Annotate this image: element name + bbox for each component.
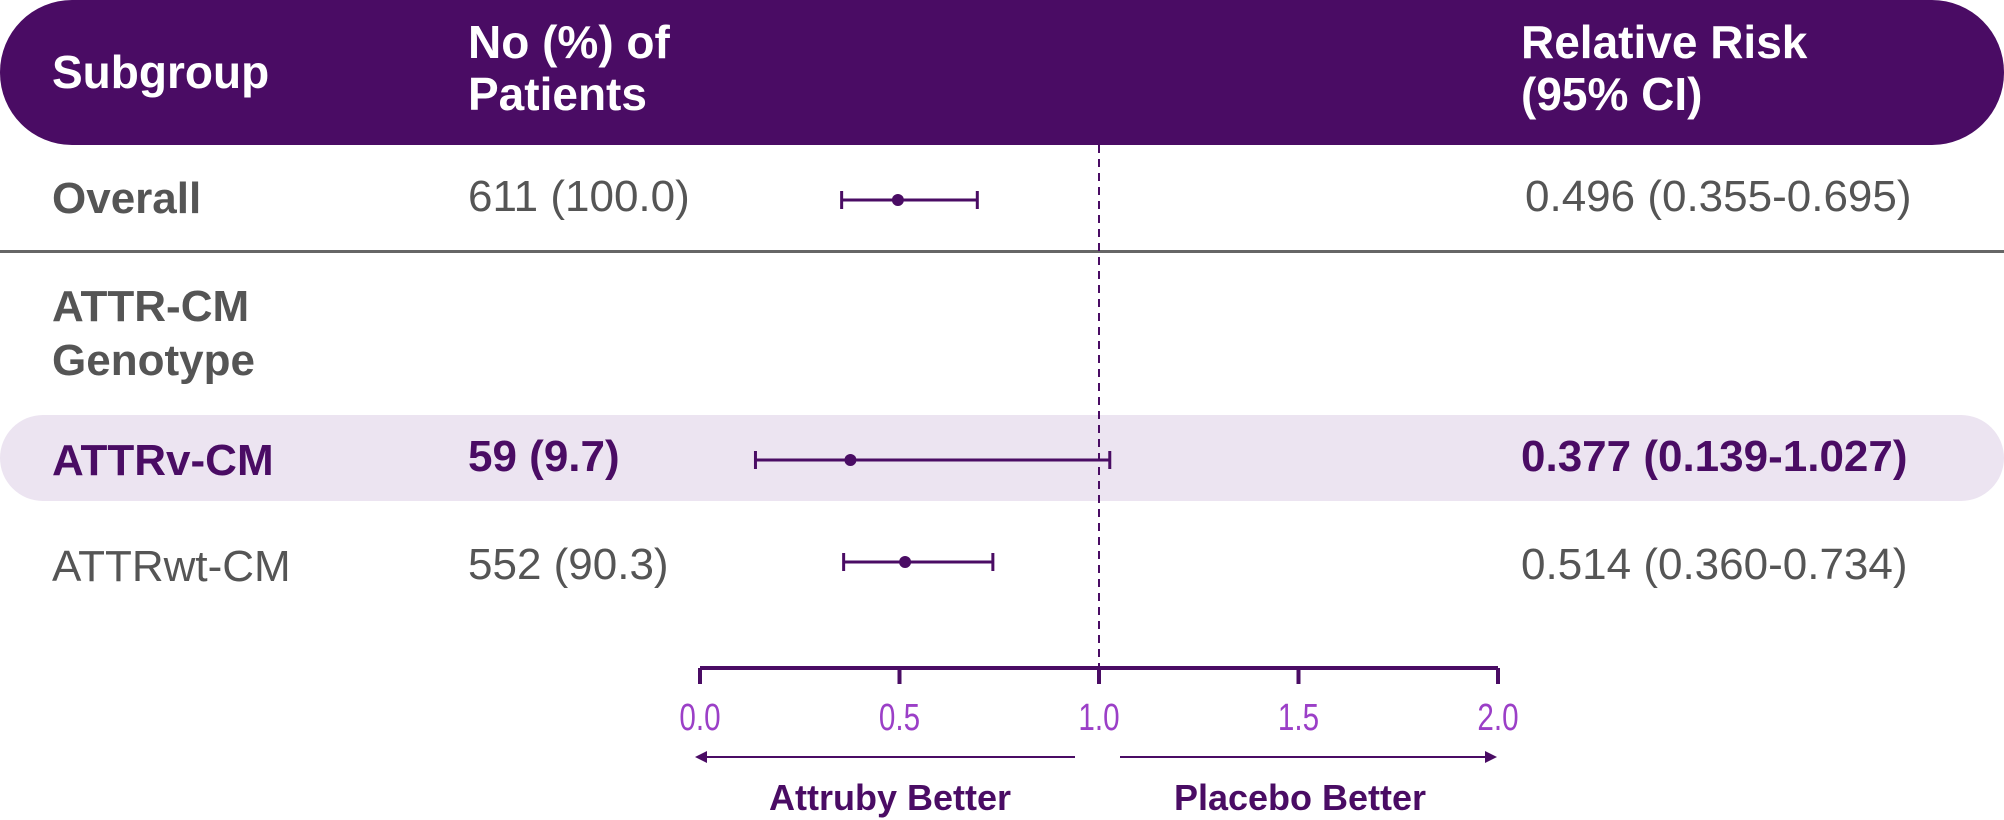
row-overall-patients: 611 (100.0) [468, 172, 690, 221]
x-axis-tick-label: 1.5 [1278, 697, 1319, 739]
row-attrv-label: ATTRv-CM [52, 436, 274, 485]
point-estimate-attrv-cm [844, 454, 857, 466]
table-header [0, 0, 2004, 145]
row-overall-label: Overall [52, 174, 202, 223]
header-patients: No (%) of Patients [468, 16, 670, 120]
x-axis-tick-label: 0.0 [679, 697, 720, 739]
genotype-line2: Genotype [52, 336, 255, 385]
row-attrv-rr: 0.377 (0.139-1.027) [1521, 432, 1908, 481]
x-axis-tick-label: 1.0 [1078, 697, 1119, 739]
row-attrwt-rr: 0.514 (0.360-0.734) [1521, 540, 1908, 589]
header-risk-line1: Relative Risk [1521, 16, 1808, 68]
section-divider [0, 250, 2004, 253]
header-subgroup: Subgroup [52, 46, 270, 98]
axis-label-attruby-better: Attruby Better [769, 777, 1011, 818]
point-estimate-overall [891, 194, 904, 206]
x-axis-tick-label: 2.0 [1477, 697, 1518, 739]
header-patients-line1: No (%) of [468, 16, 670, 68]
header-patients-line2: Patients [468, 68, 647, 120]
row-genotype-heading: ATTR-CM Genotype [52, 280, 255, 388]
axis-label-placebo-better: Placebo Better [1174, 777, 1426, 818]
row-overall-rr: 0.496 (0.355-0.695) [1525, 172, 1912, 221]
row-attrwt-patients: 552 (90.3) [468, 540, 669, 589]
genotype-line1: ATTR-CM [52, 282, 250, 331]
header-risk-line2: (95% CI) [1521, 68, 1703, 120]
row-attrv-patients: 59 (9.7) [468, 432, 620, 481]
header-relative-risk: Relative Risk (95% CI) [1521, 16, 1807, 120]
point-estimate-attrwt-cm [899, 556, 912, 568]
highlight-band-attrv [0, 415, 2004, 501]
x-axis-tick-label: 0.5 [879, 697, 920, 739]
row-attrwt-label: ATTRwt-CM [52, 542, 291, 591]
